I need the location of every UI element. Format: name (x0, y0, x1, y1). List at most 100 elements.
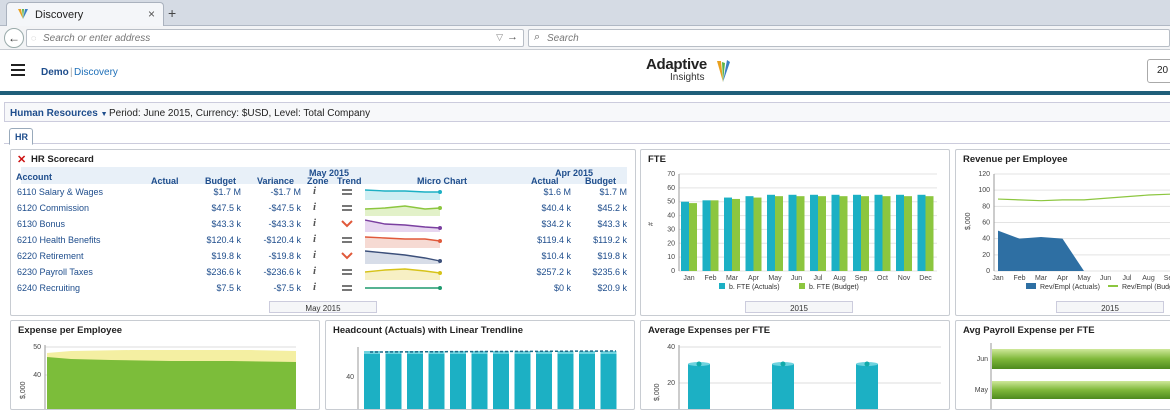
headcount-chart: 40 (346, 347, 617, 409)
rev-xtick: Jun (1100, 275, 1111, 282)
address-bar[interactable]: ◌ Search or enter address ▽ → (26, 29, 524, 47)
trend-flat-icon (342, 189, 352, 195)
actual-apr-value: $1.6 M (543, 187, 571, 197)
zone-info-icon[interactable]: i (313, 201, 317, 213)
hr-scorecard-panel: ✕ HR Scorecard May 2015 Apr 2015 Account… (10, 149, 636, 316)
budget-value: $236.6 k (206, 267, 241, 277)
expense-chart: 50 40 $,000 (20, 344, 296, 409)
col-variance: Variance (257, 176, 295, 186)
fte-bar (818, 196, 826, 271)
fte-ytick: 10 (667, 254, 675, 261)
budget-value: $47.5 k (211, 203, 241, 213)
fte-bar (861, 196, 869, 271)
sheet-selector[interactable]: Human Resources ▼ (10, 108, 108, 119)
scorecard-row[interactable]: 6210 Health Benefits $120.4 k -$120.4 k $11… (15, 232, 627, 248)
scorecard-row[interactable]: 6240 Recruiting $7.5 k -$7.5 k $0 k $20.9 k i (15, 280, 627, 296)
micro-chart (365, 219, 442, 232)
adaptive-insights-logo: Adaptive Insights (646, 56, 736, 86)
scorecard-title: HR Scorecard (31, 154, 94, 165)
variance-value: -$19.8 k (268, 251, 301, 261)
headcount-bar (557, 351, 574, 409)
scorecard-row[interactable]: 6220 Retirement $19.8 k -$19.8 k $10.4 k $19… (15, 248, 627, 264)
zone-info-icon[interactable]: i (313, 265, 317, 277)
zone-info-icon[interactable]: i (313, 233, 317, 245)
variance-value: -$7.5 k (273, 283, 301, 293)
fte-bar (925, 196, 934, 271)
headcount-bar (450, 351, 466, 409)
trend-flat-icon (342, 269, 352, 275)
payroll-cat-may: May (975, 387, 989, 394)
fte-panel: FTE 0 10 20 30 40 50 60 70 # Jan Feb Mar Apr May Jun Ju… (640, 149, 950, 316)
fte-legend-label: b. FTE (Budget) (809, 284, 859, 291)
search-placeholder: Search (547, 33, 579, 44)
fte-bar (882, 196, 891, 271)
fte-xtick: Apr (748, 275, 760, 282)
account-name: 6120 Commission (17, 203, 90, 213)
filter-bar: Human Resources ▼ Period: June 2015, Cur… (4, 102, 1170, 122)
rev-xtick: Sep (1164, 275, 1170, 282)
scorecard-row[interactable]: 6110 Salary & Wages $1.7 M -$1.7 M $1.6 M $1… (15, 184, 627, 200)
fte-legend-label: b. FTE (Actuals) (729, 284, 780, 291)
fte-bar (896, 194, 904, 271)
expense-title: Expense per Employee (18, 325, 123, 336)
fte-bar (917, 194, 926, 271)
dropdown-icon[interactable]: ▽ (496, 32, 503, 42)
zone-info-icon[interactable]: i (313, 185, 317, 197)
hamburger-menu-icon[interactable] (11, 64, 25, 76)
payroll-bar-jun (992, 349, 1170, 369)
avg-ytick-40: 40 (667, 344, 675, 351)
fte-bar (839, 196, 848, 271)
expense-actual-area (47, 357, 296, 409)
scorecard-row[interactable]: 6230 Payroll Taxes $236.6 k -$236.6 k $257.… (15, 264, 627, 280)
variance-value: -$43.3 k (268, 219, 301, 229)
close-icon[interactable]: ✕ (17, 154, 27, 166)
rev-xtick: Mar (1035, 275, 1048, 282)
fte-bar (710, 200, 719, 271)
zone-info-icon[interactable]: i (313, 217, 317, 229)
breadcrumb-page[interactable]: Discovery (74, 67, 118, 78)
breadcrumb-company[interactable]: Demo (41, 67, 69, 78)
new-tab-button[interactable]: + (168, 5, 177, 21)
fte-ytick: 50 (667, 199, 675, 206)
fte-title: FTE (648, 154, 666, 165)
budget-apr-value: $1.7 M (599, 187, 627, 197)
col-account: Account (16, 172, 52, 182)
zone-info-icon[interactable]: i (313, 249, 317, 261)
app-header: Demo | Discovery Adaptive Insights 20 (0, 51, 1170, 91)
search-bar[interactable]: ⌕ Search (528, 29, 1170, 47)
back-button[interactable]: ← (4, 28, 24, 48)
close-tab-icon[interactable]: × (147, 7, 155, 21)
tab-hr[interactable]: HR (9, 128, 33, 145)
headcount-bar (493, 351, 509, 409)
rev-legend-swatch (1026, 283, 1036, 289)
go-arrow-icon[interactable]: → (507, 31, 518, 43)
headcount-bar (600, 351, 617, 409)
budget-apr-value: $19.8 k (597, 251, 627, 261)
fte-bar (874, 194, 883, 271)
col-budget: Budget (205, 176, 236, 186)
actual-apr-value: $40.4 k (541, 203, 571, 213)
scorecard-row[interactable]: 6120 Commission $47.5 k -$47.5 k $40.4 k $45… (15, 200, 627, 216)
browser-tab[interactable]: Discovery × (6, 2, 164, 26)
year-selector[interactable]: 20 (1147, 59, 1170, 83)
avg-payroll-title: Avg Payroll Expense per FTE (963, 325, 1095, 336)
fte-legend-swatch (799, 283, 805, 289)
rev-ytick: 100 (978, 187, 990, 194)
fte-xtick: Nov (898, 275, 911, 282)
col-micro-chart: Micro Chart (417, 176, 468, 186)
scorecard-row[interactable]: 6130 Bonus $43.3 k -$43.3 k $34.2 k $43.3 k i (15, 216, 627, 232)
rev-xtick: Feb (1013, 275, 1025, 282)
rev-ytick: 20 (982, 252, 990, 259)
avg-expenses-chart: 40 20 $,000 (654, 344, 941, 409)
account-name: 6110 Salary & Wages (17, 187, 104, 197)
search-icon: ⌕ (534, 31, 541, 43)
rev-ytick: 60 (982, 220, 990, 227)
micro-chart (365, 236, 442, 248)
micro-chart (365, 268, 442, 280)
zone-info-icon[interactable]: i (313, 281, 317, 293)
account-name: 6220 Retirement (17, 251, 84, 261)
fte-bar (745, 196, 754, 271)
col-zone: Zone (307, 176, 329, 186)
avg-ylabel: $,000 (654, 383, 661, 401)
col-trend: Trend (337, 176, 362, 186)
